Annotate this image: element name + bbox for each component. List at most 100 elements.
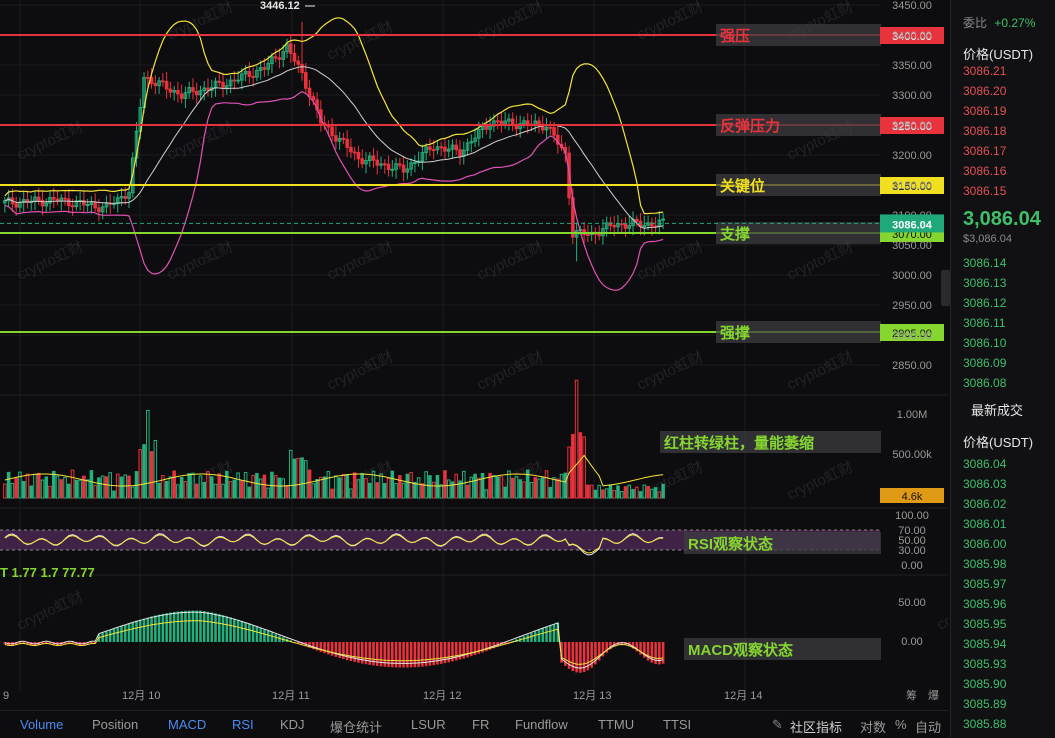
macd-hist-bar: [229, 617, 232, 642]
time-tick: 12月 12: [423, 690, 462, 702]
trade-price-row[interactable]: 3086.00: [963, 537, 1007, 551]
tab-macd[interactable]: MACD: [168, 717, 207, 732]
volume-bar: [443, 470, 447, 499]
tab-rsi[interactable]: RSI: [232, 717, 254, 732]
bid-price-row[interactable]: 3086.11: [963, 316, 1006, 330]
ask-price-row[interactable]: 3086.20: [963, 84, 1007, 98]
trade-price-row[interactable]: 3085.94: [963, 637, 1007, 651]
tab-ttmu[interactable]: TTMU: [598, 717, 635, 732]
trade-price-row[interactable]: 3085.93: [963, 657, 1007, 671]
macd-hist-bar: [93, 642, 97, 643]
ask-price-row[interactable]: 3086.15: [963, 184, 1007, 198]
macd-hist-bar: [342, 642, 345, 660]
macd-hist-bar: [394, 642, 398, 668]
volume-tick: 1.00M: [897, 409, 928, 421]
macd-hist-bar: [101, 633, 104, 642]
ask-price-row[interactable]: 3086.19: [963, 104, 1007, 118]
macd-hist-bar: [439, 642, 443, 664]
macd-hist-bar: [428, 642, 432, 666]
tab-position[interactable]: Position: [92, 717, 139, 732]
candle-body: [202, 87, 207, 92]
candle-body: [161, 80, 165, 83]
volume-bar: [21, 480, 26, 499]
bid-price-row[interactable]: 3086.09: [963, 356, 1007, 370]
auto-scale-toggle[interactable]: 自动: [915, 720, 942, 735]
bid-price-row[interactable]: 3086.13: [963, 276, 1007, 290]
macd-hist-bar: [221, 615, 225, 642]
volume-bar: [142, 444, 146, 499]
volume-bar: [315, 478, 319, 499]
macd-hist-bar: [364, 642, 368, 665]
trade-price-row[interactable]: 3085.95: [963, 617, 1007, 631]
tab-爆仓统计[interactable]: 爆仓统计: [330, 720, 383, 735]
ask-price-row[interactable]: 3086.21: [963, 64, 1007, 78]
bid-price-row[interactable]: 3086.14: [963, 256, 1007, 270]
macd-hist-bar: [251, 625, 255, 642]
tab-fr[interactable]: FR: [472, 717, 490, 732]
macd-hist-bar: [413, 642, 417, 668]
ask-price-row[interactable]: 3086.17: [963, 144, 1007, 158]
trade-price-row[interactable]: 3086.04: [963, 457, 1007, 471]
macd-hist-bar: [402, 642, 405, 668]
percent-toggle[interactable]: %: [895, 717, 907, 732]
macd-hist-bar: [146, 617, 150, 642]
volume-bar: [334, 475, 338, 499]
macd-hist-bar: [424, 642, 428, 667]
volume-bar: [18, 471, 22, 499]
macd-hist-bar: [488, 642, 492, 650]
trade-price-row[interactable]: 3086.02: [963, 497, 1007, 511]
candle-body: [292, 52, 297, 62]
trade-price-row[interactable]: 3086.03: [963, 477, 1007, 491]
level-price-text: 3250.00: [892, 121, 932, 133]
volume-bar: [330, 488, 334, 499]
bid-price-row[interactable]: 3086.10: [963, 336, 1007, 350]
volume-bar: [661, 483, 665, 499]
macd-hist-bar: [417, 642, 420, 667]
bid-price-row[interactable]: 3086.08: [963, 376, 1007, 390]
volume-bar: [439, 484, 443, 499]
volume-bar: [597, 484, 601, 499]
community-indicators-button[interactable]: 社区指标: [790, 720, 843, 735]
macd-hist-bar: [270, 632, 274, 642]
volume-bar: [495, 476, 500, 499]
macd-hist-bar: [432, 642, 435, 666]
ask-price-row[interactable]: 3086.18: [963, 124, 1007, 138]
volume-bar: [209, 476, 214, 499]
trade-price-row[interactable]: 3085.98: [963, 557, 1007, 571]
candle-body: [379, 163, 383, 166]
tab-volume[interactable]: Volume: [20, 717, 64, 732]
candle-body: [619, 223, 624, 226]
ask-price-row[interactable]: 3086.16: [963, 164, 1007, 178]
volume-bar: [608, 484, 613, 499]
edit-icon[interactable]: ✎: [772, 717, 783, 732]
trade-price-row[interactable]: 3086.01: [963, 517, 1007, 531]
macd-hist-bar: [349, 642, 353, 662]
level-label-bg: [716, 321, 881, 343]
trade-price-row[interactable]: 3085.96: [963, 597, 1007, 611]
volume-bar: [247, 486, 252, 499]
trades-title[interactable]: 最新成交: [971, 403, 1024, 418]
bid-price-row[interactable]: 3086.12: [963, 296, 1007, 310]
volume-bar: [255, 473, 259, 499]
trade-price-row[interactable]: 3085.89: [963, 697, 1007, 711]
trade-price-row[interactable]: 3085.90: [963, 677, 1007, 691]
tab-fundflow[interactable]: Fundflow: [515, 717, 568, 732]
volume-bar: [537, 478, 541, 499]
log-scale-toggle[interactable]: 对数: [860, 720, 887, 735]
trade-price-row[interactable]: 3085.88: [963, 717, 1007, 731]
tab-ttsi[interactable]: TTSI: [663, 717, 692, 732]
volume-bar: [55, 475, 60, 499]
main-chart[interactable]: crypto虹财crypto虹财crypto虹财crypto虹财crypto虹财…: [0, 0, 948, 710]
candle-body: [480, 125, 485, 130]
trade-price-row[interactable]: 3085.97: [963, 577, 1007, 591]
tab-lsur[interactable]: LSUR: [411, 717, 446, 732]
volume-bar: [251, 475, 255, 499]
candle-body: [123, 196, 128, 199]
candle-body: [548, 126, 553, 129]
candle-body: [661, 218, 665, 221]
volume-bar: [642, 484, 647, 499]
macd-hist-bar: [18, 642, 22, 644]
macd-hist-bar: [368, 642, 372, 665]
tab-kdj[interactable]: KDJ: [280, 717, 305, 732]
axis-scroll-handle[interactable]: [941, 270, 950, 306]
